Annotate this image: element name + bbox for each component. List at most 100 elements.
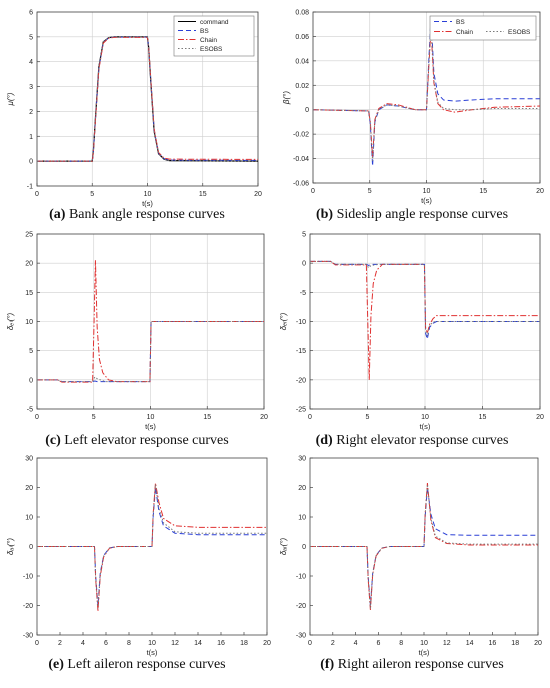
y-tick-label: -30: [296, 633, 306, 640]
x-tick-label: 18: [240, 640, 248, 647]
series-line-chain: [310, 260, 540, 380]
x-tick-label: 2: [331, 640, 335, 647]
y-tick-label: 30: [25, 456, 33, 463]
y-tick-label: 10: [25, 319, 33, 326]
y-tick-label: 6: [29, 10, 33, 17]
x-tick-label: 0: [311, 188, 315, 195]
x-tick-label: 5: [366, 414, 370, 421]
panel-caption: (b) Sideslip angle response curves: [282, 207, 542, 223]
x-tick-label: 12: [171, 640, 179, 647]
x-tick-label: 0: [35, 640, 39, 647]
x-tick-label: 15: [199, 191, 207, 198]
x-axis-label: t(s): [421, 196, 432, 205]
y-tick-label: -20: [296, 603, 306, 610]
legend-label-chain: Chain: [200, 37, 217, 44]
y-axis-label: β(°): [282, 91, 291, 105]
y-tick-label: -10: [296, 574, 306, 581]
x-tick-label: 10: [421, 414, 429, 421]
y-tick-label: -5: [300, 290, 306, 297]
y-tick-label: -15: [296, 348, 306, 355]
x-tick-label: 0: [308, 640, 312, 647]
y-tick-label: 0: [29, 377, 33, 384]
y-tick-label: 0: [29, 544, 33, 551]
x-tick-label: 15: [203, 414, 211, 421]
y-tick-label: 0: [305, 107, 309, 114]
series-line-chain: [313, 29, 540, 158]
chart-panel-e: 0 2 4 6 8 10 12 14 16 18 20 -30 -20 -10 0 10 20 30 t(s) δₐₗ…: [6, 456, 271, 658]
legend-label-chain: Chain: [456, 29, 473, 36]
x-tick-label: 18: [511, 640, 519, 647]
x-axis-label: t(s): [420, 422, 431, 431]
panel-caption: (e) Left aileron response curves: [7, 657, 267, 673]
y-tick-label: 3: [29, 84, 33, 91]
x-tick-label: 20: [260, 414, 268, 421]
y-tick-label: -5: [27, 407, 33, 414]
y-tick-label: 20: [25, 485, 33, 492]
y-tick-label: -30: [23, 633, 33, 640]
y-tick-label: -20: [23, 603, 33, 610]
y-tick-label: 0.02: [295, 83, 309, 90]
x-tick-label: 12: [443, 640, 451, 647]
x-tick-label: 15: [479, 188, 487, 195]
panel-caption: (f) Right aileron response curves: [282, 657, 542, 673]
y-tick-label: 5: [302, 232, 306, 239]
x-axis-label: t(s): [145, 422, 156, 431]
x-tick-label: 10: [144, 191, 152, 198]
y-tick-label: 0: [29, 159, 33, 166]
panel-caption-tag: (f): [320, 657, 335, 672]
y-tick-label: 15: [25, 290, 33, 297]
y-tick-label: 4: [29, 59, 33, 66]
y-tick-label: 20: [25, 261, 33, 268]
y-tick-label: 0.06: [295, 34, 309, 41]
y-tick-label: -1: [27, 184, 33, 191]
series-line-bs: [37, 321, 264, 383]
panel-caption-text: Left elevator response curves: [64, 433, 229, 448]
y-tick-label: 0.08: [295, 10, 309, 17]
panel-caption-tag: (c): [45, 433, 61, 448]
legend-label-command: command: [200, 19, 229, 26]
y-tick-label: 20: [298, 485, 306, 492]
x-tick-label: 10: [420, 640, 428, 647]
y-tick-label: -10: [23, 574, 33, 581]
series-line-chain: [37, 482, 267, 612]
x-tick-label: 8: [399, 640, 403, 647]
y-tick-label: 5: [29, 34, 33, 41]
y-tick-label: 2: [29, 109, 33, 116]
x-tick-label: 20: [534, 640, 542, 647]
y-tick-label: -25: [296, 407, 306, 414]
x-axis-label: t(s): [419, 648, 430, 657]
series-line-esobs: [310, 484, 538, 609]
y-tick-label: 0: [302, 261, 306, 268]
x-tick-label: 16: [217, 640, 225, 647]
x-tick-label: 0: [308, 414, 312, 421]
x-tick-label: 20: [536, 414, 544, 421]
legend-label-esobs: ESOBS: [200, 46, 223, 53]
x-tick-label: 15: [479, 414, 487, 421]
x-tick-label: 5: [368, 188, 372, 195]
y-axis-label: δₐᵣ(°): [279, 537, 288, 555]
y-axis-label: δₑₗ(°): [6, 312, 15, 330]
y-tick-label: -20: [296, 377, 306, 384]
legend-label-esobs: ESOBS: [508, 29, 531, 36]
x-tick-label: 14: [194, 640, 202, 647]
legend-label-bs: BS: [200, 28, 209, 35]
y-axis-label: μ(°): [6, 92, 15, 106]
y-axis-label: δₐₗ(°): [6, 538, 15, 556]
panel-caption: (d) Right elevator response curves: [282, 433, 542, 449]
legend-box: [173, 15, 255, 57]
panel-caption-tag: (e): [48, 657, 64, 672]
chart-panel-a: 0 5 10 15 20-10123456t(s)μ(°)commandBSChainE…: [6, 10, 262, 209]
x-tick-label: 5: [92, 414, 96, 421]
x-axis-label: t(s): [142, 199, 153, 208]
x-tick-label: 4: [81, 640, 85, 647]
x-tick-label: 0: [35, 414, 39, 421]
y-tick-label: 10: [298, 515, 306, 522]
y-tick-label: 10: [25, 515, 33, 522]
x-tick-label: 14: [466, 640, 474, 647]
panel-caption-text: Right aileron response curves: [337, 657, 504, 672]
x-tick-label: 10: [148, 640, 156, 647]
x-tick-label: 20: [263, 640, 271, 647]
x-tick-label: 0: [35, 191, 39, 198]
